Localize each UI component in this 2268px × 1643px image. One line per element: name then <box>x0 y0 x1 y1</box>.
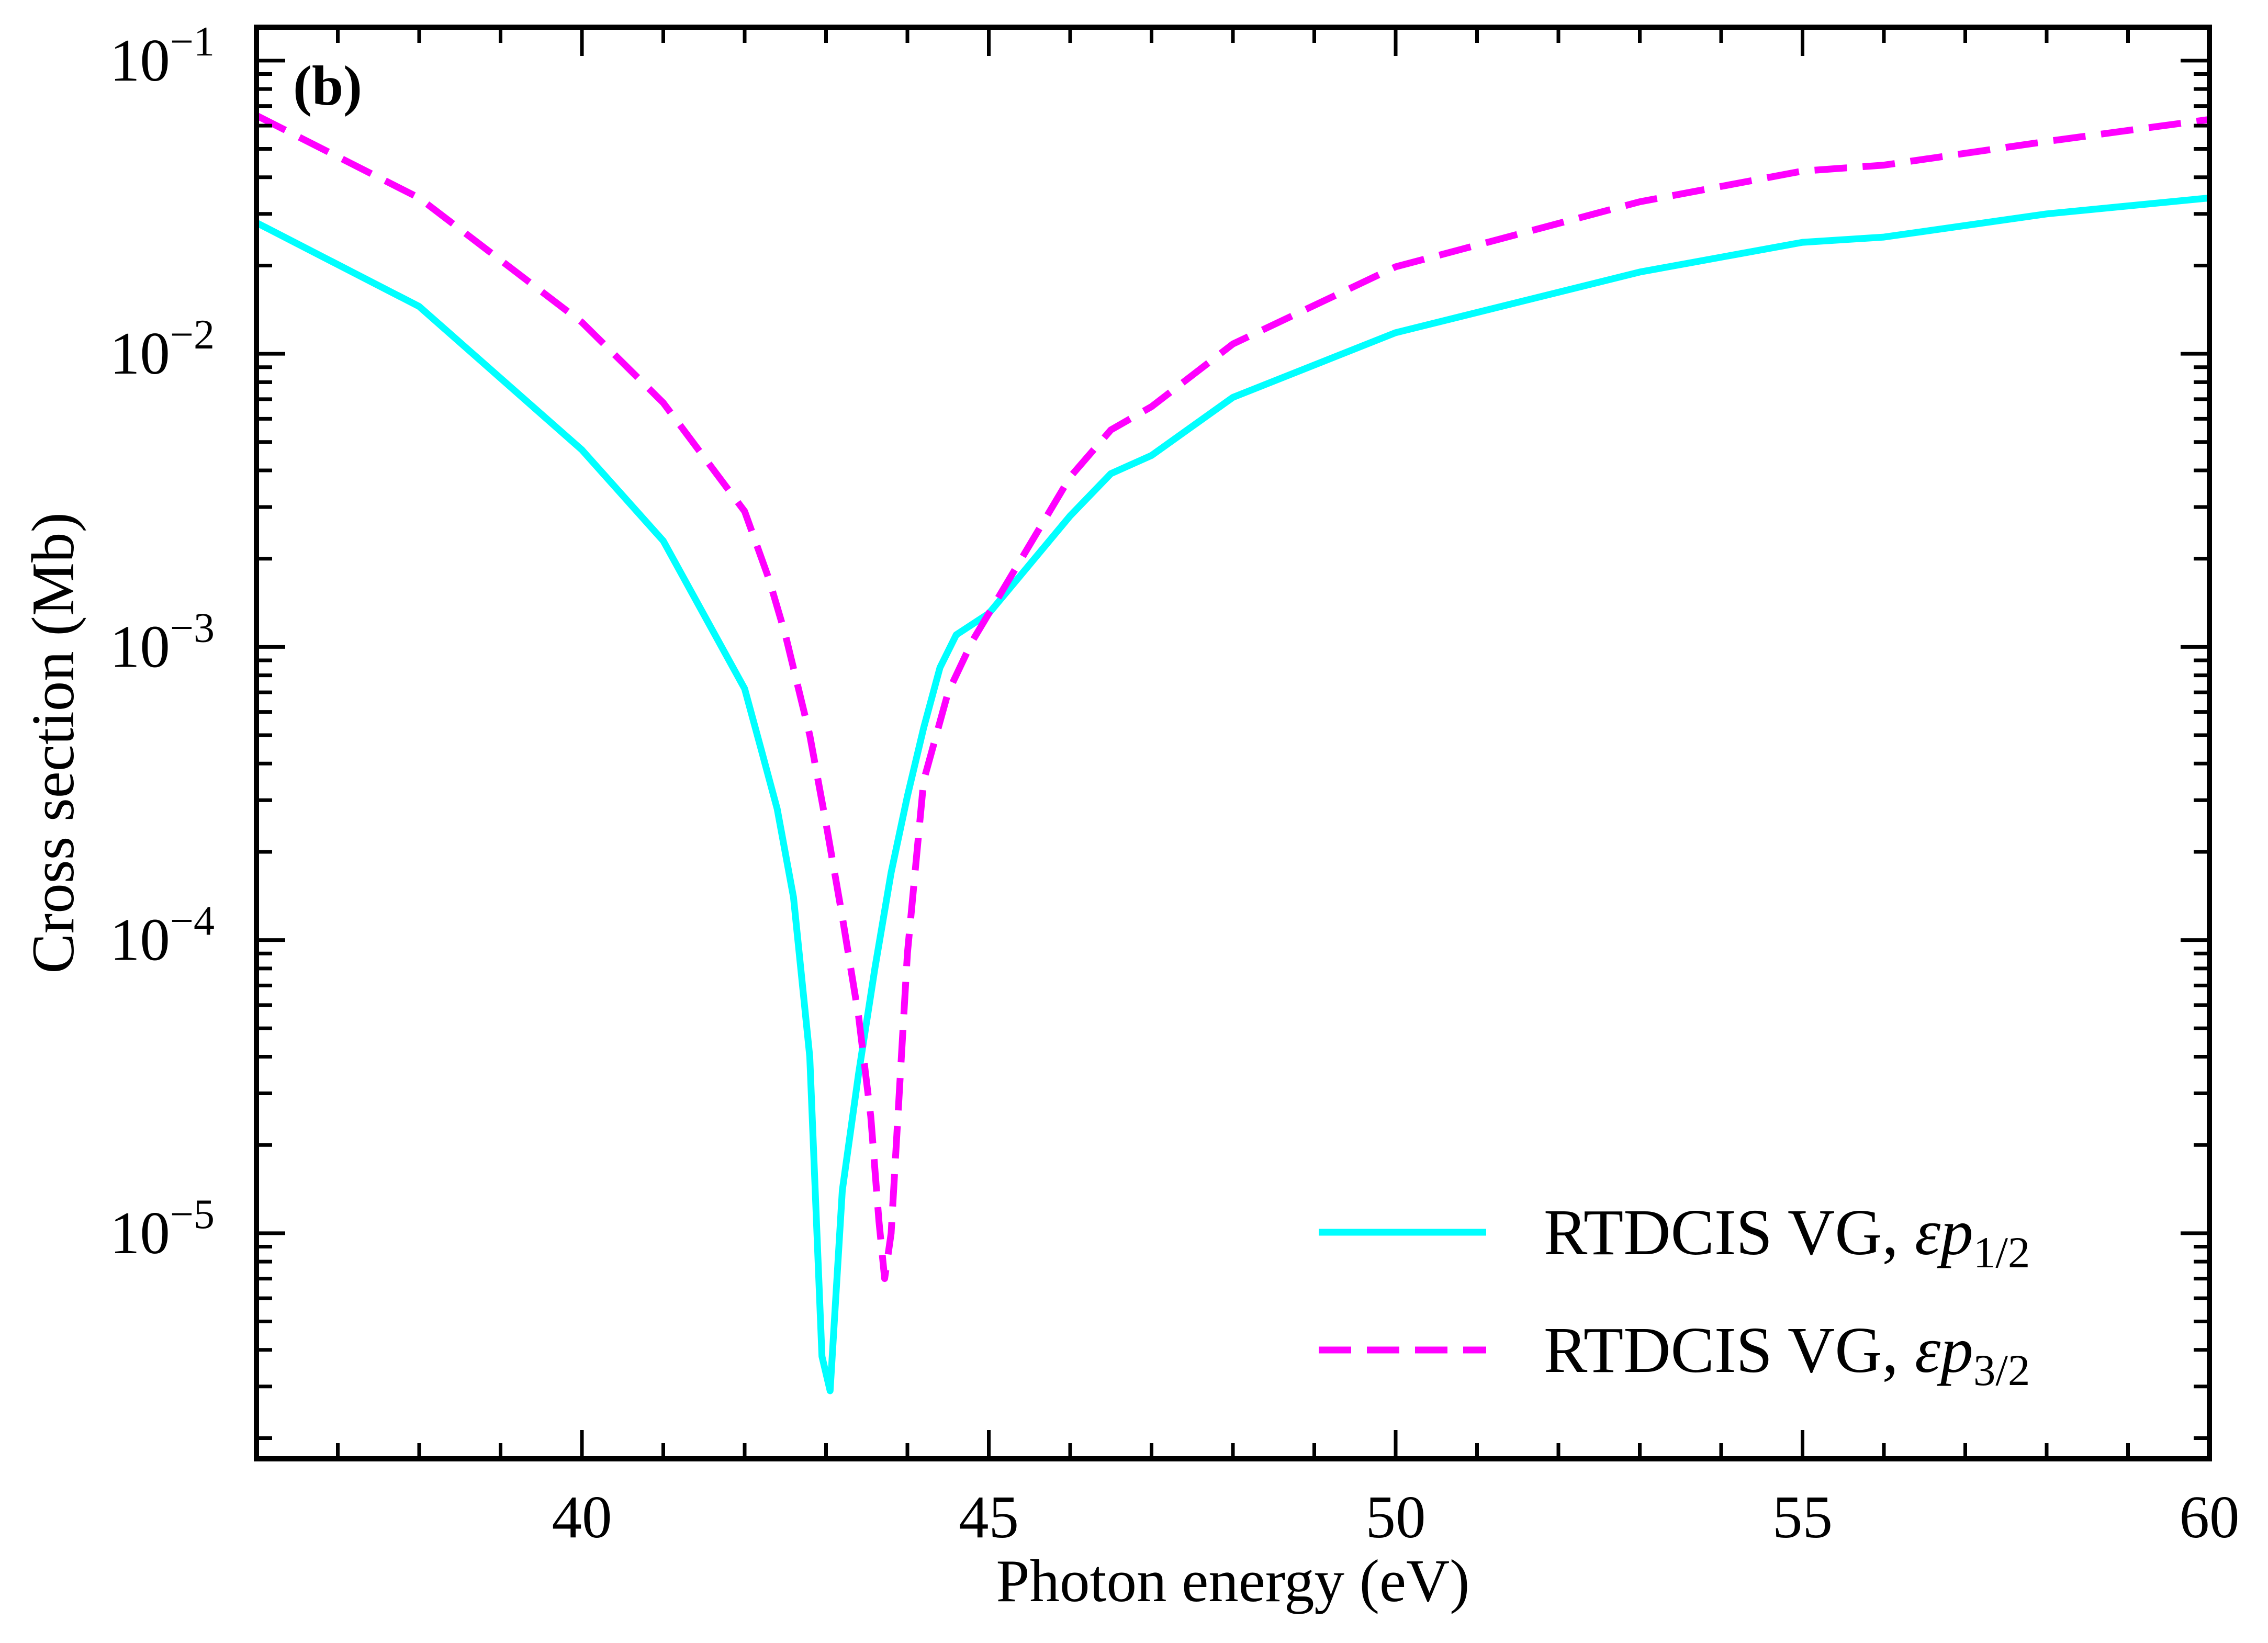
x-tick-label: 55 <box>1772 1484 1833 1550</box>
y-tick-exponent: −3 <box>170 605 215 651</box>
y-tick-exponent: −4 <box>170 898 215 944</box>
panel-label: (b) <box>293 55 362 117</box>
legend-label-text: RTDCIS VG, <box>1544 1197 1915 1269</box>
plot-frame <box>254 25 2212 1461</box>
y-tick-base: 10 <box>110 907 170 973</box>
legend-label-subscript: 1/2 <box>1973 1228 2030 1277</box>
y-tick-exponent: −2 <box>170 312 215 358</box>
y-tick-label: 10−5 <box>110 1191 215 1266</box>
data-lines <box>256 112 2209 1394</box>
y-tick-label: 10−4 <box>110 898 215 973</box>
legend-label-symbol: εp <box>1915 1197 1973 1269</box>
x-axis-label: Photon energy (eV) <box>996 1548 1470 1614</box>
y-axis-label: Cross section (Mb) <box>20 512 86 974</box>
y-tick-label: 10−3 <box>110 605 215 680</box>
series-line-1 <box>256 194 2209 1394</box>
y-tick-base: 10 <box>110 1200 170 1266</box>
x-tick-label: 60 <box>2180 1484 2240 1550</box>
y-tick-label: 10−1 <box>110 19 215 94</box>
x-tick-label: 40 <box>552 1484 612 1550</box>
x-tick-label: 45 <box>959 1484 1019 1550</box>
y-tick-exponent: −1 <box>170 19 215 65</box>
series-line-2 <box>256 112 2209 1282</box>
legend-label-symbol: εp <box>1915 1314 1973 1387</box>
y-tick-exponent: −5 <box>170 1191 215 1237</box>
legend-label-1: RTDCIS VG, εp1/2 <box>1544 1197 2030 1277</box>
legend-label-text: RTDCIS VG, <box>1544 1314 1915 1387</box>
x-tick-label: 50 <box>1366 1484 1426 1550</box>
y-tick-label: 10−2 <box>110 312 215 387</box>
legend-label-2: RTDCIS VG, εp3/2 <box>1544 1314 2030 1395</box>
legend-label-subscript: 3/2 <box>1973 1346 2030 1395</box>
y-tick-base: 10 <box>110 613 170 680</box>
y-tick-base: 10 <box>110 320 170 387</box>
y-tick-base: 10 <box>110 27 170 94</box>
